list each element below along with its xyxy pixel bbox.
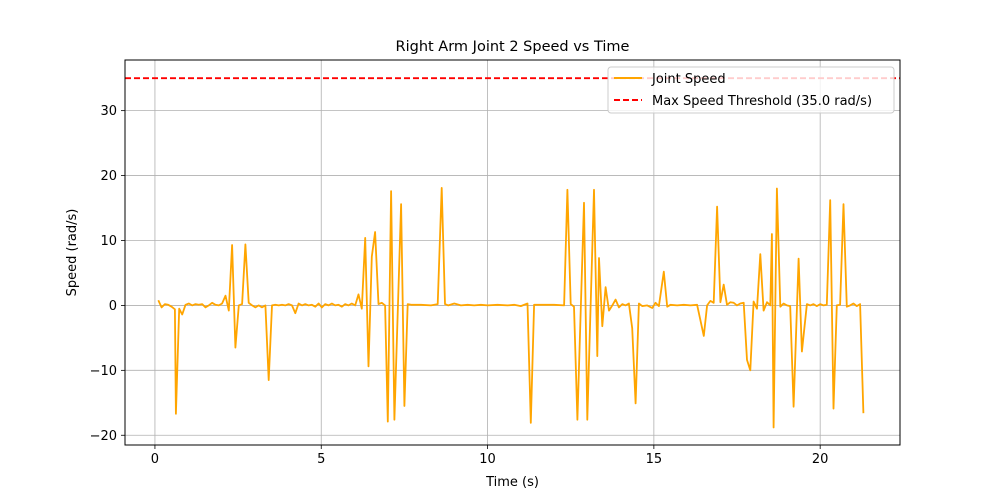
x-axis-label: Time (s) — [485, 475, 539, 490]
legend-box — [607, 66, 895, 114]
y-axis-label: Speed (rad/s) — [65, 209, 80, 297]
plot-area — [125, 77, 900, 429]
y-tick-label: −20 — [90, 429, 117, 444]
legend: Joint Speed Max Speed Threshold (35.0 ra… — [607, 66, 895, 114]
y-tick-label: 0 — [109, 299, 117, 314]
x-tick-label: 0 — [151, 452, 159, 467]
axes-frame — [124, 59, 901, 446]
series-line-joint-speed — [157, 186, 865, 429]
y-tick-label: 10 — [100, 234, 117, 249]
x-tick-label: 20 — [812, 452, 829, 467]
x-tick-label: 5 — [317, 452, 325, 467]
y-tick-label: 20 — [100, 169, 117, 184]
legend-label-joint-speed: Joint Speed — [651, 72, 726, 87]
legend-label-threshold: Max Speed Threshold (35.0 rad/s) — [652, 94, 872, 109]
y-tick-label: 30 — [100, 104, 117, 119]
axis-ticks: 0 5 10 15 20 −20 −10 0 10 20 30 — [90, 104, 829, 467]
x-tick-label: 10 — [479, 452, 496, 467]
x-tick-label: 15 — [646, 452, 663, 467]
chart-title: Right Arm Joint 2 Speed vs Time — [396, 39, 630, 55]
y-tick-label: −10 — [90, 364, 117, 379]
